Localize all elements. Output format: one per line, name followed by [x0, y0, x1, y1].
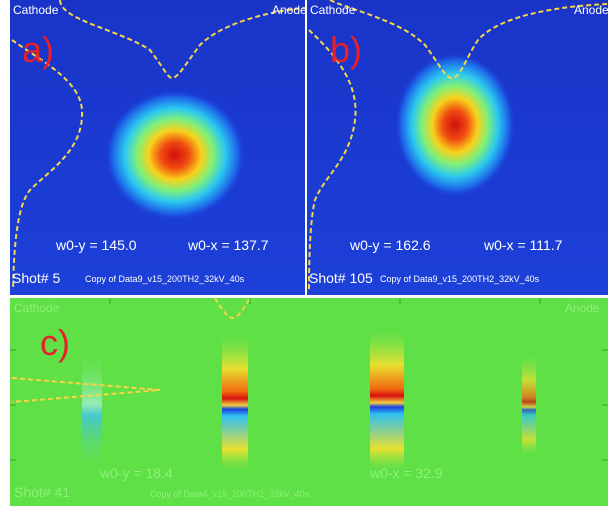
- panel-label: b): [330, 29, 362, 70]
- beam-spot: [395, 53, 515, 197]
- panel-b: Cathode Anode b) w0-y = 162.6 w0-x = 111…: [307, 0, 608, 295]
- anode-label: Anode: [565, 301, 600, 315]
- shot-label: Shot# 105: [309, 270, 373, 286]
- streak: [82, 350, 102, 470]
- cathode-label: Cathode: [14, 301, 60, 315]
- w0x-label: w0-x = 111.7: [483, 237, 563, 253]
- streak: [370, 330, 404, 470]
- file-label: Copy of Data9_v15_200TH2_32kV_40s: [85, 274, 245, 284]
- streak: [522, 355, 536, 455]
- streak: [222, 335, 248, 470]
- anode-label: Anode: [272, 3, 307, 17]
- w0y-label: w0-y = 162.6: [349, 237, 431, 253]
- cathode-label: Cathode: [13, 3, 59, 17]
- panel-a: Cathode Anode a) w0-y = 145.0 w0-x = 137…: [10, 0, 307, 295]
- file-label: Copy of Data4_v15_200TH2_32kV_40s: [150, 489, 310, 499]
- panel-c: Cathode Anode c) w0-y = 18.4 w0-x = 32.9…: [10, 298, 608, 506]
- panel-label: c): [40, 322, 70, 363]
- shot-label: Shot# 41: [14, 484, 70, 500]
- file-label: Copy of Data9_v15_200TH2_32kV_40s: [380, 274, 540, 284]
- shot-label: Shot# 5: [12, 270, 60, 286]
- w0y-label: w0-y = 18.4: [99, 465, 173, 481]
- cathode-label: Cathode: [310, 3, 356, 17]
- anode-label: Anode: [574, 3, 608, 17]
- figure: Cathode Anode a) w0-y = 145.0 w0-x = 137…: [0, 0, 608, 506]
- beam-spot: [105, 90, 245, 220]
- w0x-label: w0-x = 137.7: [187, 237, 269, 253]
- panel-label: a): [22, 29, 54, 70]
- w0y-label: w0-y = 145.0: [55, 237, 137, 253]
- w0x-label: w0-x = 32.9: [369, 465, 443, 481]
